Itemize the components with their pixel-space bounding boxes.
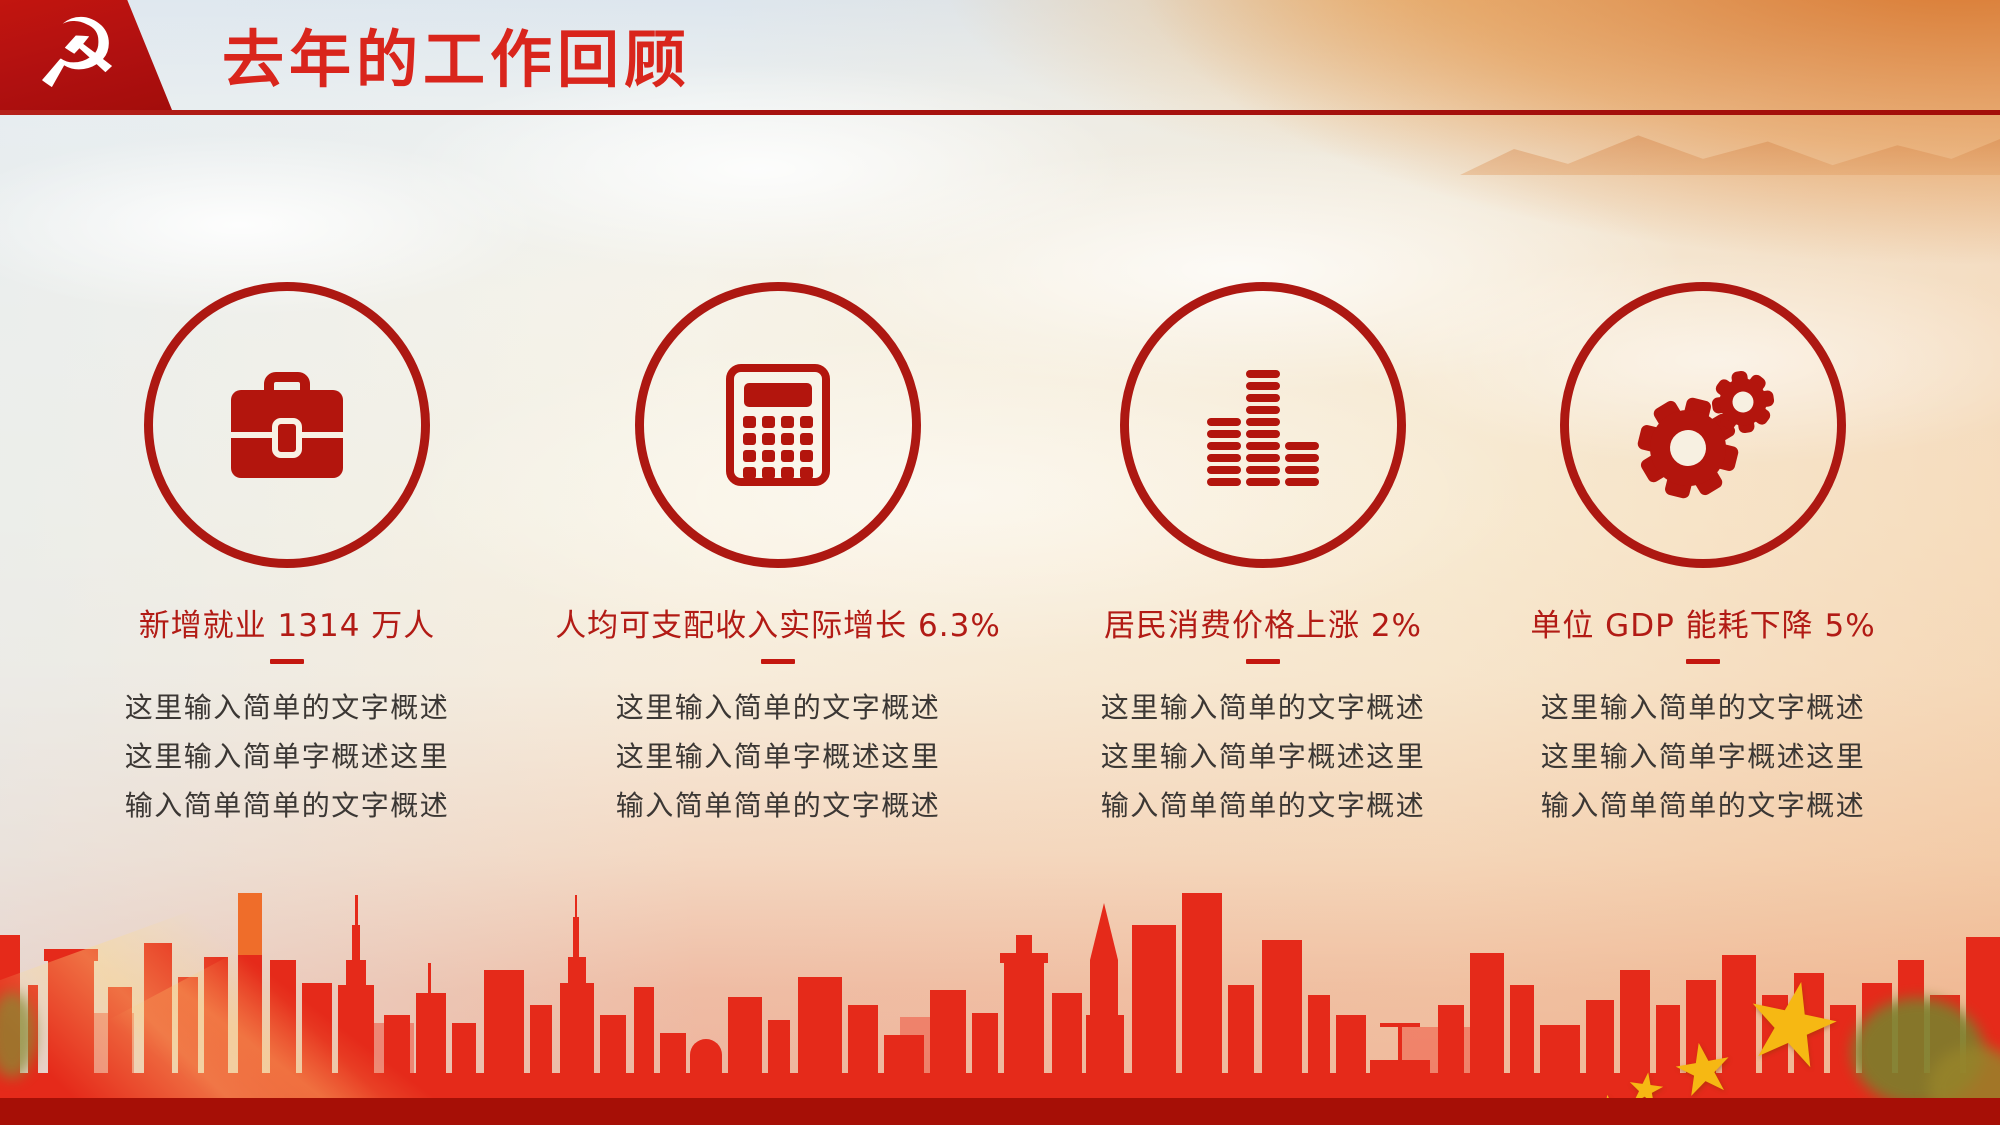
stat-heading: 人均可支配收入实际增长 6.3% [555, 608, 1001, 644]
stat-description-line: 输入简单简单的文字概述 [124, 789, 450, 822]
stat-column-employment: 新增就业 1314 万人 这里输入简单的文字概述 这里输入简单字概述这里 输入简… [57, 282, 517, 830]
stat-description-line: 这里输入简单字概述这里 [1100, 740, 1426, 773]
calculator-icon [726, 364, 830, 486]
stat-icon-circle [635, 282, 921, 568]
heading-underline [1686, 659, 1720, 664]
heading-underline [761, 659, 795, 664]
city-skyline [0, 893, 2000, 1098]
stat-column-income: 人均可支配收入实际增长 6.3% 这里输入简单的文字概述 这里输入简单字概述这里… [548, 282, 1008, 830]
stat-heading: 新增就业 1314 万人 [138, 608, 436, 644]
stat-icon-circle [1560, 282, 1846, 568]
stat-description-line: 这里输入简单的文字概述 [1540, 691, 1866, 724]
stat-description-line: 这里输入简单的文字概述 [615, 691, 941, 724]
stat-description-line: 这里输入简单字概述这里 [1540, 740, 1866, 773]
stat-description-line: 这里输入简单的文字概述 [124, 691, 450, 724]
gears-icon [1623, 345, 1783, 505]
stat-heading: 居民消费价格上涨 2% [1103, 608, 1423, 644]
stat-description-line: 这里输入简单的文字概述 [1100, 691, 1426, 724]
stat-description-line: 输入简单简单的文字概述 [615, 789, 941, 822]
stat-column-cpi: 居民消费价格上涨 2% 这里输入简单的文字概述 这里输入简单字概述这里 输入简单… [1033, 282, 1493, 830]
page-title: 去年的工作回顾 [222, 23, 692, 96]
stat-description-line: 这里输入简单字概述这里 [124, 740, 450, 773]
stat-column-gdp-energy: 单位 GDP 能耗下降 5% 这里输入简单的文字概述 这里输入简单字概述这里 输… [1473, 282, 1933, 830]
bottom-red-bar [0, 1098, 2000, 1125]
party-emblem-block: ☭ [0, 0, 172, 110]
briefcase-icon [231, 372, 343, 478]
stat-description-line: 输入简单简单的文字概述 [1100, 789, 1426, 822]
stat-icon-circle [144, 282, 430, 568]
mountain-silhouette [1460, 135, 2000, 175]
stat-description-line: 这里输入简单字概述这里 [615, 740, 941, 773]
equalizer-chart-icon [1207, 364, 1319, 486]
hammer-sickle-icon: ☭ [33, 0, 121, 110]
stat-heading: 单位 GDP 能耗下降 5% [1530, 608, 1876, 644]
heading-underline [270, 659, 304, 664]
header-divider-line [0, 110, 2000, 115]
stat-icon-circle [1120, 282, 1406, 568]
stat-description-line: 输入简单简单的文字概述 [1540, 789, 1866, 822]
star-icon: ★ [1665, 1023, 1742, 1115]
heading-underline [1246, 659, 1280, 664]
